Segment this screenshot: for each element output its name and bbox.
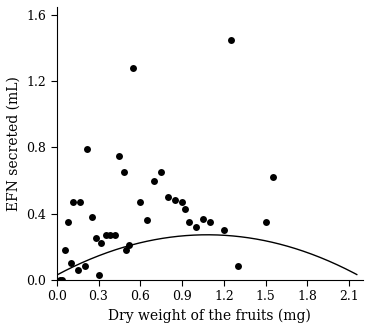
Point	[75, 267, 81, 272]
Point	[165, 194, 171, 200]
Point	[221, 227, 227, 233]
Point	[126, 242, 132, 248]
Point	[151, 178, 157, 183]
Point	[121, 170, 127, 175]
Point	[179, 199, 185, 205]
Point	[82, 264, 88, 269]
Point	[270, 175, 276, 180]
Y-axis label: EFN secreted (mL): EFN secreted (mL)	[7, 76, 21, 211]
Point	[172, 198, 178, 203]
Point	[95, 272, 101, 278]
Point	[144, 217, 150, 223]
Point	[93, 236, 99, 241]
Point	[77, 199, 83, 205]
X-axis label: Dry weight of the fruits (mg): Dry weight of the fruits (mg)	[108, 309, 312, 323]
Point	[112, 232, 118, 238]
Point	[130, 65, 136, 71]
Point	[235, 264, 241, 269]
Point	[193, 224, 199, 229]
Point	[89, 214, 95, 219]
Point	[60, 277, 65, 282]
Point	[182, 206, 188, 211]
Point	[84, 147, 90, 152]
Point	[117, 153, 122, 158]
Point	[68, 260, 74, 266]
Point	[186, 219, 192, 224]
Point	[107, 232, 112, 238]
Point	[102, 232, 108, 238]
Point	[200, 216, 206, 221]
Point	[62, 247, 68, 252]
Point	[207, 219, 213, 224]
Point	[57, 277, 63, 282]
Point	[65, 219, 71, 224]
Point	[71, 199, 77, 205]
Point	[98, 241, 104, 246]
Point	[228, 37, 234, 43]
Point	[158, 170, 164, 175]
Point	[124, 247, 130, 252]
Point	[263, 219, 269, 224]
Point	[137, 199, 143, 205]
